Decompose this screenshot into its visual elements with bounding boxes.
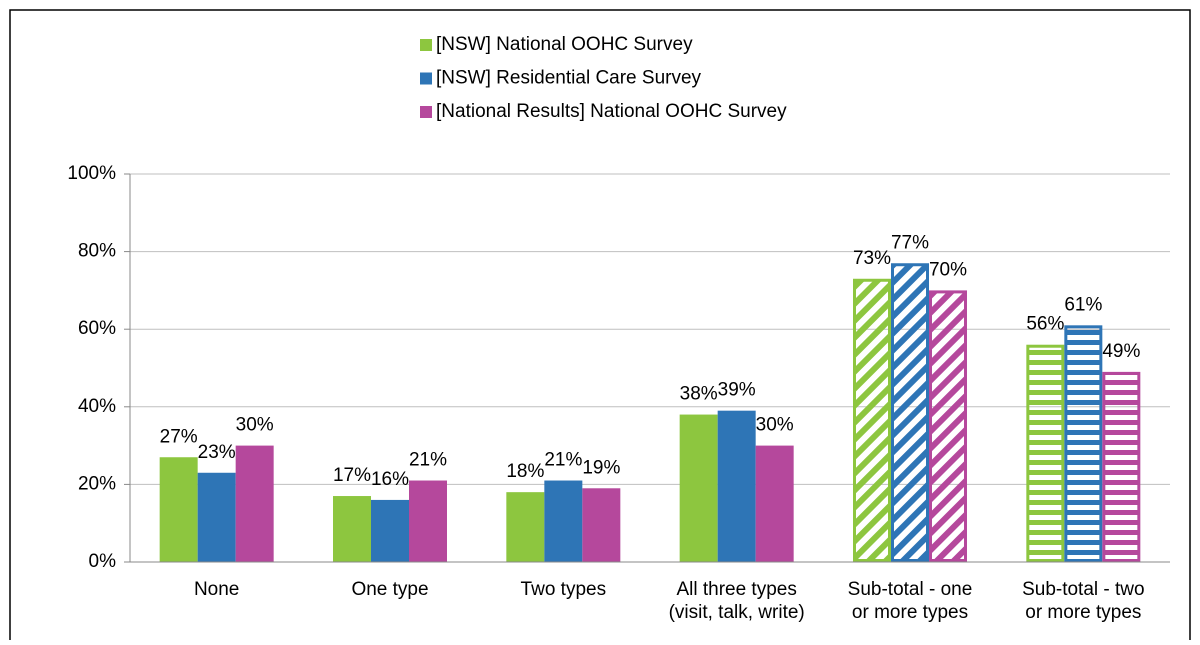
bar bbox=[371, 499, 409, 562]
legend-label: [NSW] Residential Care Survey bbox=[436, 68, 702, 89]
legend-label: [NSW] National OOHC Survey bbox=[436, 34, 693, 55]
bar bbox=[333, 496, 371, 562]
bar bbox=[1102, 371, 1141, 562]
bar bbox=[679, 414, 718, 562]
bar bbox=[717, 410, 756, 562]
y-tick-label: 20% bbox=[78, 473, 116, 494]
data-label: 23% bbox=[198, 442, 236, 463]
x-tick-label: or more types bbox=[852, 602, 968, 623]
data-label: 77% bbox=[891, 232, 929, 253]
x-tick-label: All three types bbox=[676, 579, 796, 600]
data-label: 18% bbox=[506, 461, 544, 482]
data-label: 73% bbox=[853, 248, 891, 269]
data-label: 38% bbox=[680, 384, 718, 405]
y-tick-label: 100% bbox=[67, 163, 116, 184]
bar bbox=[929, 290, 967, 562]
legend-swatch bbox=[420, 106, 432, 118]
data-label: 30% bbox=[756, 415, 794, 436]
y-tick-label: 40% bbox=[78, 396, 116, 417]
data-label: 27% bbox=[160, 426, 198, 447]
bar bbox=[506, 492, 545, 562]
bar bbox=[1064, 325, 1103, 562]
data-label: 21% bbox=[544, 450, 582, 471]
data-label: 70% bbox=[929, 259, 967, 280]
bar bbox=[891, 263, 929, 562]
bar bbox=[235, 445, 274, 562]
data-label: 56% bbox=[1026, 314, 1064, 335]
y-tick-label: 80% bbox=[78, 241, 116, 262]
x-tick-label: One type bbox=[351, 579, 428, 600]
bar bbox=[544, 480, 583, 562]
data-label: 21% bbox=[409, 450, 447, 471]
data-label: 61% bbox=[1064, 294, 1102, 315]
bar bbox=[582, 488, 621, 562]
bar bbox=[853, 278, 891, 562]
bar bbox=[159, 457, 198, 562]
data-label: 17% bbox=[333, 465, 371, 486]
y-tick-label: 0% bbox=[89, 551, 117, 572]
bar bbox=[755, 445, 794, 562]
x-tick-label: Two types bbox=[521, 579, 607, 600]
legend-swatch bbox=[420, 39, 432, 51]
data-label: 49% bbox=[1102, 341, 1140, 362]
x-tick-label: or more types bbox=[1025, 602, 1141, 623]
legend-label: [National Results] National OOHC Survey bbox=[436, 101, 787, 122]
data-label: 16% bbox=[371, 469, 409, 490]
data-label: 19% bbox=[582, 457, 620, 478]
legend-swatch bbox=[420, 72, 432, 85]
bar bbox=[1026, 344, 1065, 562]
x-tick-label: None bbox=[194, 579, 239, 600]
x-tick-label: Sub-total - two bbox=[1022, 579, 1145, 600]
bar bbox=[409, 480, 447, 562]
data-label: 39% bbox=[718, 380, 756, 401]
x-tick-label: Sub-total - one bbox=[848, 579, 973, 600]
y-tick-label: 60% bbox=[78, 318, 116, 339]
x-tick-label: (visit, talk, write) bbox=[669, 602, 805, 623]
bar bbox=[197, 472, 236, 562]
data-label: 30% bbox=[236, 415, 274, 436]
